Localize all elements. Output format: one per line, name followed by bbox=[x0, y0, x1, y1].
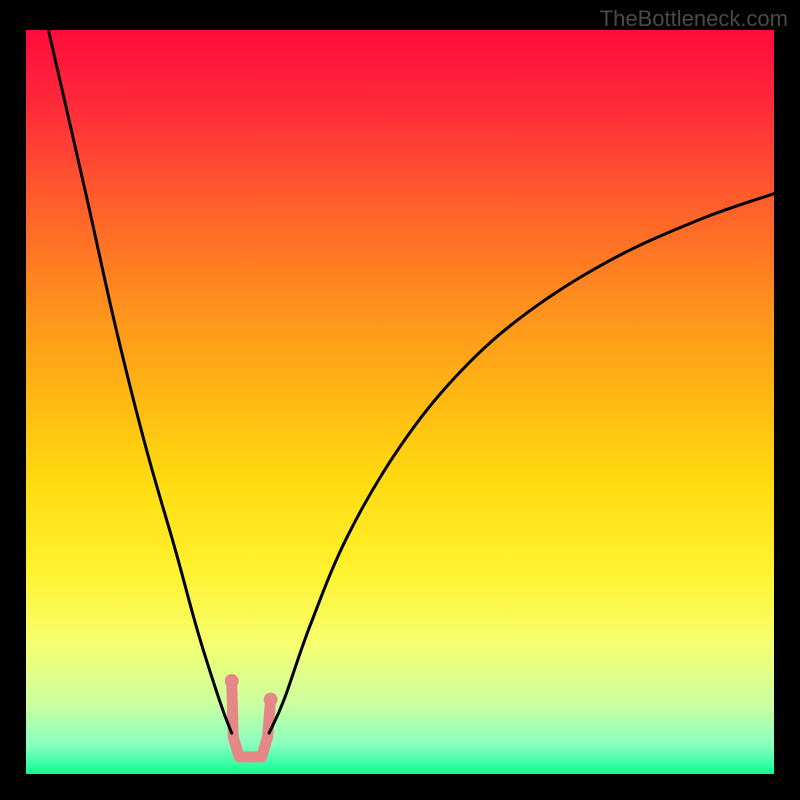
bottleneck-curve bbox=[26, 30, 774, 774]
marker-dot-left bbox=[225, 674, 239, 688]
bottom-marker bbox=[232, 681, 271, 757]
watermark-text: TheBottleneck.com bbox=[600, 6, 788, 32]
plot-area bbox=[26, 30, 774, 774]
curve-right-branch bbox=[269, 194, 774, 733]
marker-dot-right bbox=[264, 693, 278, 707]
curve-left-branch bbox=[48, 30, 231, 733]
